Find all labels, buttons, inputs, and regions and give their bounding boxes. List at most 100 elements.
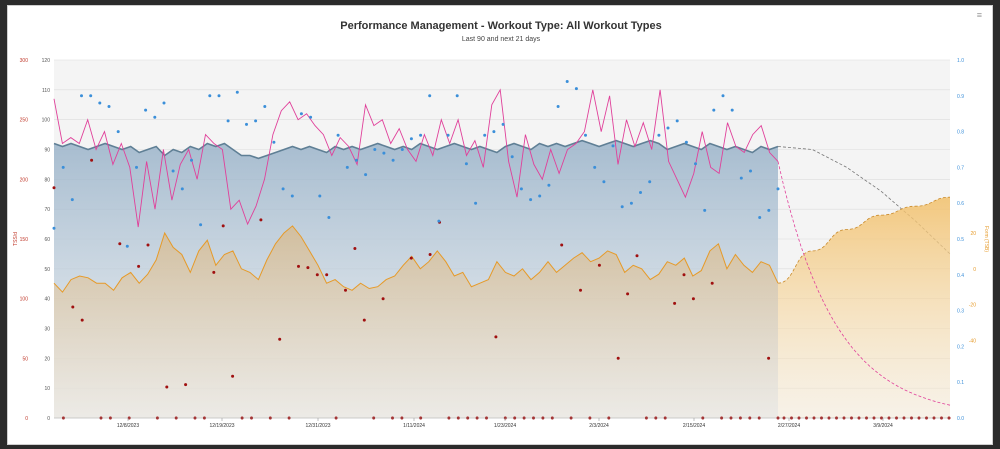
performance-chart: 0501001502002503000102030405060708090100… <box>13 58 989 429</box>
tss-point <box>221 224 225 228</box>
y-tick-label-form: -40 <box>969 338 976 344</box>
intensity-point <box>309 115 313 119</box>
tss-point <box>165 385 169 389</box>
intensity-point <box>70 198 74 202</box>
y-tick-label-tss: 150 <box>20 237 29 243</box>
hamburger-menu-icon[interactable]: ≡ <box>976 10 982 20</box>
y-tick-label-intensity: 0.7 <box>957 165 964 171</box>
intensity-point <box>529 198 533 202</box>
x-tick-label: 2/3/2024 <box>589 423 609 429</box>
intensity-point <box>144 108 148 112</box>
tss-point <box>306 266 310 270</box>
intensity-point <box>153 115 157 119</box>
intensity-point <box>510 155 514 159</box>
tss-point <box>80 318 84 322</box>
tss-point <box>297 264 300 268</box>
tss-point <box>616 356 620 360</box>
intensity-point <box>492 130 496 134</box>
intensity-point <box>611 144 615 148</box>
tss-point <box>381 297 385 301</box>
tsb-projection-line <box>777 196 951 284</box>
intensity-point <box>364 173 368 177</box>
x-tick-label: 1/11/2024 <box>403 423 425 429</box>
intensity-point <box>749 169 752 173</box>
tsb-line <box>53 225 779 293</box>
tss-point <box>278 337 282 341</box>
intensity-point <box>290 194 294 198</box>
tss-point <box>146 243 150 247</box>
intensity-point <box>629 201 633 205</box>
intensity-point <box>602 180 606 184</box>
intensity-point <box>620 205 624 209</box>
tsb-area <box>54 225 778 418</box>
intensity-point <box>400 148 404 151</box>
chart-title: Performance Management - Workout Type: A… <box>340 20 662 32</box>
intensity-point <box>675 119 679 123</box>
intensity-point <box>336 133 340 137</box>
atl-projection-line <box>777 161 951 406</box>
tss-point <box>560 243 564 247</box>
tss-point <box>90 158 94 162</box>
intensity-point <box>180 187 184 191</box>
intensity-point <box>703 208 707 212</box>
intensity-point <box>556 105 560 108</box>
tss-point <box>673 301 677 305</box>
intensity-point <box>547 183 551 187</box>
intensity-point <box>657 133 661 137</box>
intensity-point <box>171 169 175 173</box>
intensity-point <box>263 105 267 108</box>
y-tick-label-intensity: 0.8 <box>957 130 964 136</box>
intensity-point <box>190 158 193 162</box>
intensity-point <box>107 105 111 108</box>
intensity-point <box>739 176 743 180</box>
intensity-point <box>409 137 413 141</box>
y-tick-label-form: -20 <box>969 303 976 309</box>
intensity-point <box>538 194 542 198</box>
intensity-point <box>666 126 670 130</box>
y-tick-label-intensity: 1.0 <box>957 58 964 64</box>
tss-point <box>767 356 771 360</box>
intensity-point <box>648 180 652 184</box>
intensity-point <box>226 119 230 123</box>
intensity-point <box>327 216 331 219</box>
intensity-point <box>318 194 322 198</box>
intensity-point <box>437 219 441 223</box>
intensity-point <box>208 94 212 98</box>
intensity-point <box>519 187 523 191</box>
y-tick-label-intensity: 0.0 <box>957 416 964 422</box>
tss-point <box>682 273 686 277</box>
intensity-point <box>354 158 358 162</box>
tss-point <box>212 270 216 274</box>
tss-point <box>184 383 188 387</box>
intensity-point <box>446 133 450 137</box>
y-tick-label-intensity: 0.1 <box>957 380 964 386</box>
intensity-point <box>52 226 56 230</box>
tss-point <box>409 256 413 260</box>
intensity-point <box>483 133 487 137</box>
y-tick-label-left: 70 <box>44 207 50 213</box>
y-tick-label-intensity: 0.6 <box>957 201 964 207</box>
tss-point <box>52 186 56 190</box>
intensity-point <box>684 140 688 144</box>
y-tick-label-left: 30 <box>44 327 50 333</box>
y-tick-label-tss: 50 <box>22 356 28 362</box>
intensity-point <box>721 94 725 98</box>
tss-point <box>494 335 498 339</box>
tss-point <box>579 288 582 292</box>
intensity-point <box>767 208 771 212</box>
y-tick-label-left: 80 <box>44 177 50 183</box>
x-tick-label: 1/23/2024 <box>494 423 516 429</box>
y-axis-title-tss: TSS/d <box>13 232 19 246</box>
intensity-point <box>80 94 83 98</box>
intensity-point <box>501 122 505 126</box>
tss-point <box>118 242 122 246</box>
tss-point <box>635 254 639 258</box>
intensity-point <box>428 94 432 98</box>
intensity-point <box>382 151 386 155</box>
tss-point <box>259 218 263 222</box>
x-tick-label: 12/31/2023 <box>305 423 330 429</box>
tss-point <box>137 264 141 268</box>
tss-point <box>315 273 319 277</box>
tss-point <box>325 273 329 277</box>
